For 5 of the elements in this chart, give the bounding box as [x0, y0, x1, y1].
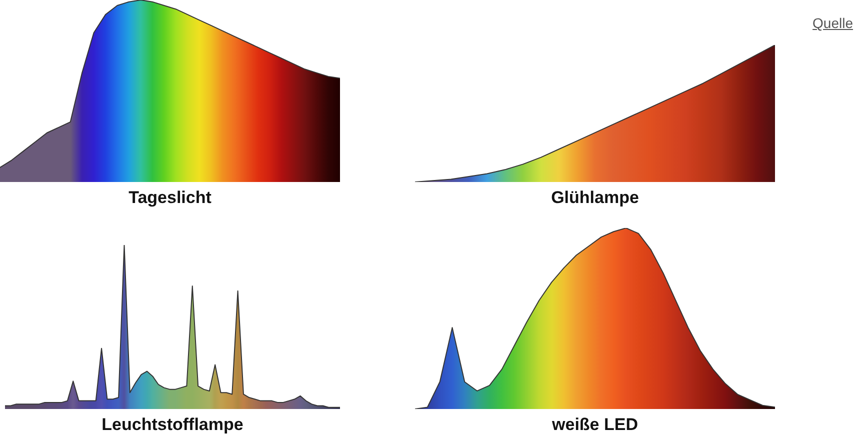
text: weiße LED — [551, 415, 639, 435]
text: Quelle — [812, 15, 853, 31]
text: Leuchtstofflampe — [100, 415, 244, 435]
text: Tageslicht — [128, 188, 212, 208]
text: Glühlampe — [550, 188, 640, 208]
